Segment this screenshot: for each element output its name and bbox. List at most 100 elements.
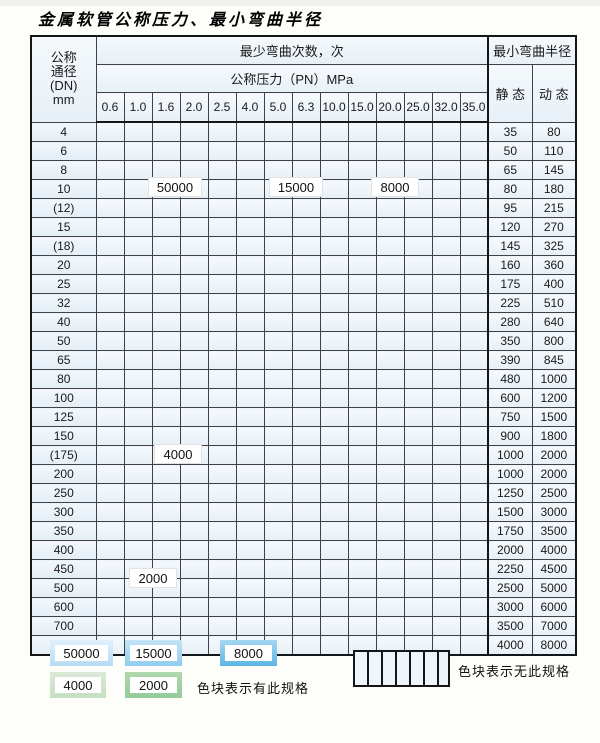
spec-available-cell [235, 198, 265, 218]
spec-available-cell [151, 635, 181, 656]
static-radius-cell: 95 [487, 198, 533, 218]
no-spec-cell [431, 160, 461, 180]
spec-available-cell [151, 483, 181, 503]
no-spec-cell [403, 350, 433, 370]
cycles-label-15000: 15000 [269, 177, 323, 197]
spec-available-cell [95, 616, 125, 636]
spec-available-cell [179, 293, 209, 313]
dynamic-radius-cell: 360 [531, 255, 577, 275]
spec-available-cell [123, 217, 153, 237]
table-row: 250 1250 2500 [30, 483, 577, 503]
spec-available-cell [179, 217, 209, 237]
static-radius-cell: 35 [487, 121, 533, 142]
no-spec-cell [403, 578, 433, 598]
no-spec-cell [459, 160, 489, 180]
spec-available-cell [291, 350, 321, 370]
no-spec-cell [459, 540, 489, 560]
legend-note-has-spec: 色块表示有此规格 [197, 681, 310, 696]
table-row: 125 750 1500 [30, 407, 577, 427]
spec-available-cell [263, 255, 293, 275]
page-top-strip [0, 0, 600, 6]
static-radius-cell: 2250 [487, 559, 533, 579]
dynamic-radius-cell: 4000 [531, 540, 577, 560]
table-row: 800 4000 8000 [30, 635, 577, 656]
spec-available-cell [95, 255, 125, 275]
table-row: 200 1000 2000 [30, 464, 577, 484]
spec-available-cell [319, 217, 349, 237]
spec-available-cell [179, 198, 209, 218]
spec-available-cell [291, 141, 321, 161]
no-spec-cell [431, 426, 461, 446]
no-spec-cell [319, 540, 349, 560]
dynamic-radius-cell: 5000 [531, 578, 577, 598]
no-spec-cell [403, 616, 433, 636]
no-spec-cell [235, 540, 265, 560]
no-spec-cell [347, 331, 377, 351]
no-spec-cell [459, 350, 489, 370]
spec-available-cell [123, 445, 153, 465]
spec-available-cell [375, 217, 405, 237]
pressure-col-header: 10.0 [319, 92, 349, 123]
spec-available-cell [179, 255, 209, 275]
no-spec-cell [347, 426, 377, 446]
spec-available-cell [207, 179, 237, 199]
no-spec-cell [403, 559, 433, 579]
table-row: 25 175 400 [30, 274, 577, 294]
static-radius-cell: 4000 [487, 635, 533, 656]
spec-available-cell [151, 502, 181, 522]
spec-available-cell [123, 293, 153, 313]
dynamic-radius-cell: 325 [531, 236, 577, 256]
spec-available-cell [235, 255, 265, 275]
spec-available-cell [151, 521, 181, 541]
table-row: 300 1500 3000 [30, 502, 577, 522]
spec-available-cell [123, 350, 153, 370]
spec-available-cell [95, 274, 125, 294]
spec-available-cell [207, 141, 237, 161]
no-spec-cell [403, 426, 433, 446]
spec-available-cell [207, 502, 237, 522]
spec-available-cell [235, 160, 265, 180]
legend-swatch-label: 4000 [55, 677, 101, 693]
pressure-col-header: 2.5 [207, 92, 237, 123]
static-radius-cell: 175 [487, 274, 533, 294]
no-spec-cell [459, 597, 489, 617]
spec-available-cell [319, 198, 349, 218]
spec-available-cell [95, 141, 125, 161]
no-spec-cell [291, 635, 321, 656]
spec-available-cell [207, 217, 237, 237]
no-spec-cell [403, 464, 433, 484]
no-spec-cell [459, 616, 489, 636]
spec-available-cell [151, 274, 181, 294]
no-spec-cell [319, 521, 349, 541]
table-row: 150 900 1800 [30, 426, 577, 446]
spec-available-cell [123, 312, 153, 332]
no-spec-cell [375, 597, 405, 617]
cycles-label-4000: 4000 [154, 444, 202, 464]
no-spec-cell [319, 464, 349, 484]
no-spec-cell [403, 597, 433, 617]
spec-available-cell [291, 236, 321, 256]
no-spec-cell [431, 540, 461, 560]
no-spec-cell [403, 540, 433, 560]
spec-available-cell [123, 540, 153, 560]
dn-cell: 800 [30, 635, 97, 656]
spec-available-cell [123, 331, 153, 351]
pressure-col-header: 35.0 [459, 92, 489, 123]
cycles-label-8000: 8000 [371, 177, 419, 197]
no-spec-cell [375, 369, 405, 389]
no-spec-cell [375, 540, 405, 560]
spec-available-cell [95, 312, 125, 332]
no-spec-cell [431, 236, 461, 256]
spec-available-cell [151, 141, 181, 161]
no-spec-cell [459, 635, 489, 656]
bend-cycle-table: 公称 通径 (DN) mm 最少弯曲次数，次 最小弯曲半径 公称压力（PN）MP… [30, 35, 578, 656]
dn-cell: 700 [30, 616, 97, 636]
spec-available-cell [291, 198, 321, 218]
table-row: 700 3500 7000 [30, 616, 577, 636]
dn-cell: 500 [30, 578, 97, 598]
spec-available-cell [347, 198, 377, 218]
no-spec-cell [291, 426, 321, 446]
dynamic-radius-cell: 180 [531, 179, 577, 199]
no-spec-cell [375, 312, 405, 332]
spec-available-cell [151, 331, 181, 351]
